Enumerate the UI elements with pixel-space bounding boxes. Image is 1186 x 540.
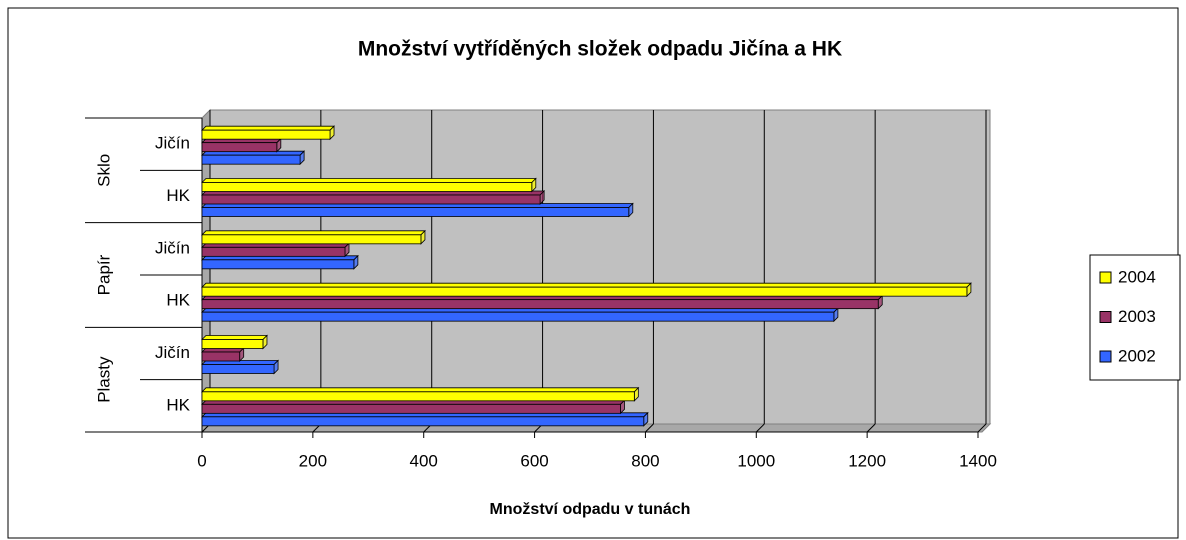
bar-top [201, 335, 268, 340]
x-tick-label: 600 [520, 451, 548, 470]
bar [201, 286, 968, 297]
bar [201, 207, 630, 217]
bar [201, 339, 264, 349]
bar-top [201, 125, 336, 131]
group-label: Sklo [94, 154, 113, 187]
x-tick-label: 0 [197, 451, 206, 470]
x-axis-title: Množství odpadu v tunách [490, 501, 691, 518]
x-tick-label: 200 [299, 451, 327, 470]
y-tick-label: Jičín [155, 343, 190, 362]
y-tick-label: HK [166, 186, 190, 205]
bar [201, 299, 879, 310]
legend-label: 2004 [1118, 267, 1156, 286]
bar-top [201, 230, 426, 236]
legend-swatch [1099, 271, 1112, 284]
bar-top [201, 282, 972, 288]
grid-line-floor [755, 423, 765, 433]
grid-line-floor [645, 423, 654, 433]
bar [201, 311, 835, 322]
y-tick-label: Jičín [155, 134, 190, 153]
chart-title: Množství vytříděných složek odpadu Jičín… [358, 38, 842, 61]
bar [201, 129, 331, 140]
bar [201, 351, 241, 362]
legend-swatch [1099, 350, 1112, 363]
group-label: Plasty [94, 356, 113, 403]
y-tick-label: HK [166, 395, 190, 414]
legend-swatch [1099, 311, 1112, 323]
bar-top [201, 387, 640, 393]
x-tick-label: 400 [410, 451, 438, 470]
grid-line-floor [977, 423, 987, 433]
bar [201, 182, 533, 192]
x-tick-label: 1200 [848, 451, 886, 470]
bar [201, 416, 645, 427]
group-label: Papír [94, 254, 113, 295]
y-tick-label: Jičín [155, 238, 190, 257]
x-tick-label: 1400 [959, 451, 997, 470]
bar [201, 234, 422, 245]
bar [201, 391, 635, 402]
y-tick-label: HK [166, 291, 190, 310]
x-tick-label: 1000 [737, 451, 775, 470]
bar [201, 364, 275, 374]
bar [201, 154, 301, 165]
bar [201, 142, 278, 153]
x-tick-label: 800 [631, 451, 659, 470]
legend-label: 2002 [1118, 346, 1156, 365]
bar [201, 403, 621, 414]
bar [201, 194, 541, 205]
bar-top [201, 178, 537, 183]
grid-line-floor [866, 423, 876, 433]
bar [201, 259, 355, 270]
bar [201, 246, 346, 257]
legend-label: 2003 [1118, 307, 1156, 326]
